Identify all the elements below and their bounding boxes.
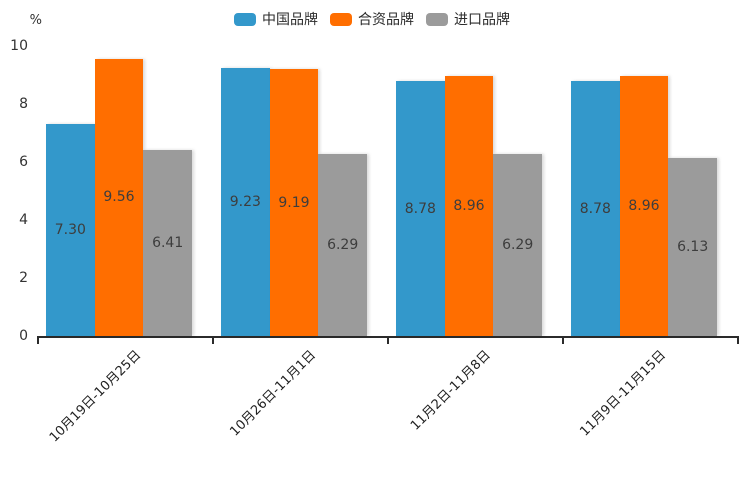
y-axis-tick-label: 10 (10, 38, 28, 54)
x-axis-category-label: 11月9日-11月15日 (577, 347, 669, 440)
x-axis-tick (562, 336, 564, 344)
legend-marker-icon (426, 12, 448, 26)
bar-value-label: 8.78 (404, 200, 436, 217)
bar: 6.29 (318, 153, 367, 336)
bar: 6.29 (493, 153, 542, 336)
legend-item-label: 合资品牌 (358, 12, 414, 28)
bar-value-label: 8.96 (453, 198, 485, 215)
x-axis-tick (737, 336, 739, 344)
y-axis-tick-label: 6 (19, 154, 28, 170)
bar-value-label: 9.56 (103, 189, 135, 206)
x-axis-category-label: 11月2日-11月8日 (408, 347, 494, 434)
bar: 6.13 (668, 158, 717, 336)
bar-value-label: 6.29 (502, 236, 534, 253)
x-axis-tick (387, 336, 389, 344)
bar-value-label: 9.23 (229, 194, 261, 211)
legend-marker-icon (234, 12, 256, 26)
bar: 8.78 (571, 81, 620, 336)
bar-value-label: 7.30 (54, 222, 86, 239)
y-axis-tick-label: 4 (19, 212, 28, 228)
legend-marker-icon (330, 12, 352, 26)
bar: 8.96 (444, 76, 494, 336)
bar-value-label: 6.13 (677, 239, 709, 256)
bar-value-label: 8.96 (628, 198, 660, 215)
bar-value-label: 6.29 (327, 236, 359, 253)
chart-legend: 中国品牌 合资品牌 进口品牌 (0, 9, 744, 29)
legend-item[interactable]: 中国品牌 (234, 9, 318, 29)
x-axis-tick (37, 336, 39, 344)
legend-item-label: 进口品牌 (454, 12, 510, 28)
bar: 9.23 (221, 68, 270, 336)
bar: 7.30 (46, 124, 95, 336)
legend-item[interactable]: 合资品牌 (330, 9, 414, 29)
bar: 9.19 (269, 69, 319, 336)
x-axis-tick (212, 336, 214, 344)
bar: 8.78 (396, 81, 445, 336)
y-axis-tick-label: 0 (19, 328, 28, 344)
bar: 6.41 (143, 150, 192, 336)
y-axis-tick-label: 8 (19, 96, 28, 112)
legend-item[interactable]: 进口品牌 (426, 9, 510, 29)
legend-item-label: 中国品牌 (262, 12, 318, 28)
bar: 8.96 (619, 76, 669, 336)
x-axis-category-label: 10月19日-10月25日 (46, 347, 144, 446)
y-axis-unit-label: % (29, 13, 42, 28)
bar-value-label: 6.41 (152, 235, 184, 252)
x-axis-category-label: 10月26日-11月1日 (227, 347, 319, 440)
bar: 9.56 (94, 58, 144, 336)
bar-value-label: 8.78 (579, 200, 611, 217)
y-axis-tick-label: 2 (19, 270, 28, 286)
bar-value-label: 9.19 (278, 194, 310, 211)
